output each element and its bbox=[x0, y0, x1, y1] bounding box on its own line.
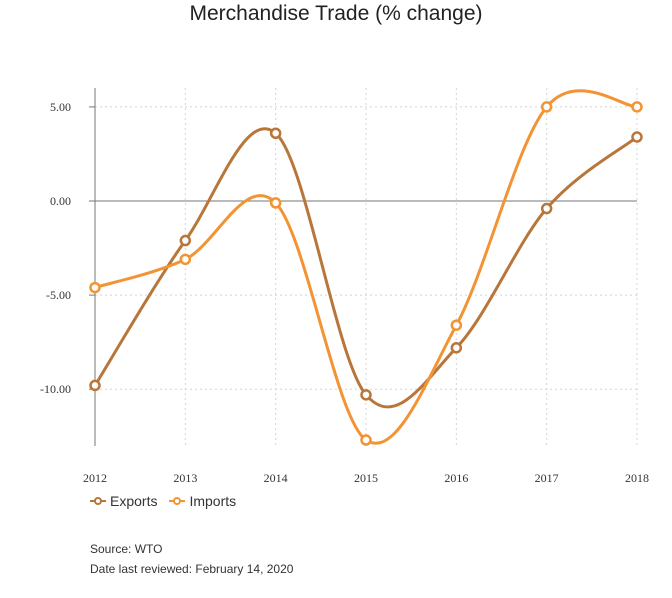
exports-point-2014 bbox=[269, 127, 282, 139]
exports-point-2018 bbox=[631, 131, 643, 143]
y-tick-label: 5.00 bbox=[50, 100, 71, 114]
chart-title: Merchandise Trade (% change) bbox=[189, 2, 483, 25]
exports-point-2013 bbox=[179, 234, 192, 247]
legend-item-imports[interactable]: Imports bbox=[169, 493, 236, 509]
x-tick-label: 2013 bbox=[173, 471, 197, 485]
exports-legend-marker-icon bbox=[90, 497, 106, 505]
imports-point-2018 bbox=[631, 101, 643, 113]
imports-point-2012 bbox=[89, 281, 101, 294]
legend-item-exports[interactable]: Exports bbox=[90, 493, 157, 509]
legend-label-exports: Exports bbox=[110, 493, 158, 509]
y-tick-label: -5.00 bbox=[46, 288, 71, 302]
x-tick-label: 2018 bbox=[625, 471, 649, 485]
imports-point-2014 bbox=[269, 197, 282, 209]
x-tick-label: 2015 bbox=[354, 471, 378, 485]
y-tick-label: 0.00 bbox=[50, 194, 71, 208]
reviewed-date-text: Date last reviewed: February 14, 2020 bbox=[90, 562, 294, 576]
x-tick-label: 2017 bbox=[535, 471, 559, 485]
y-tick-labels: 5.00 0.00 -5.00 -10.00 bbox=[40, 100, 71, 396]
source-text: Source: WTO bbox=[90, 542, 163, 556]
exports-point-2015 bbox=[360, 389, 372, 401]
legend: Exports Imports bbox=[90, 493, 236, 509]
series-lines bbox=[89, 89, 643, 446]
imports-point-2017 bbox=[540, 101, 553, 113]
y-tick-label: -10.00 bbox=[40, 382, 71, 396]
x-tick-label: 2014 bbox=[264, 471, 288, 485]
imports-point-2013 bbox=[179, 253, 192, 266]
imports-point-2016 bbox=[450, 319, 463, 331]
exports-point-2016 bbox=[450, 342, 463, 354]
imports-point-2015 bbox=[360, 434, 372, 446]
exports-point-2017 bbox=[540, 202, 553, 215]
exports-series-line bbox=[93, 127, 639, 409]
imports-legend-marker-icon bbox=[169, 497, 186, 505]
source-note: Source: WTO Date last reviewed: February… bbox=[90, 539, 293, 579]
x-tick-label: 2016 bbox=[444, 471, 468, 485]
x-tick-labels: 2012 2013 2014 2015 2016 2017 2018 bbox=[83, 471, 649, 485]
legend-label-imports: Imports bbox=[189, 493, 237, 509]
exports-point-2012 bbox=[89, 379, 101, 392]
x-tick-label: 2012 bbox=[83, 471, 107, 485]
